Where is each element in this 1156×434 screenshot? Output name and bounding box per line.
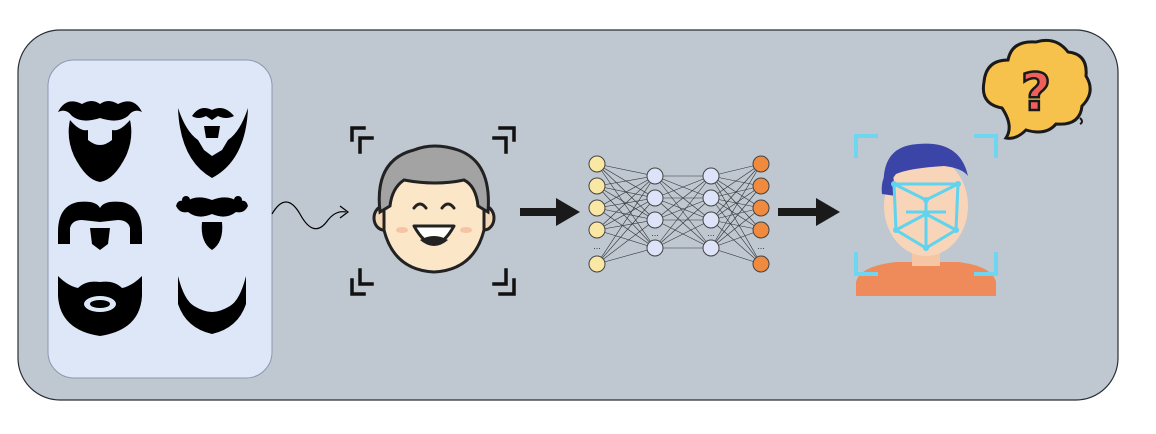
question-bubble-icon: ? [981,38,1092,140]
smiling-face-icon [372,144,496,274]
network-ellipsis: ... [757,242,765,251]
network-connection [596,207,656,249]
network-node [702,239,720,257]
arrow-right-icon [520,198,580,226]
network-node [646,189,664,207]
network-connection [710,163,762,221]
network-connection [710,185,762,249]
network-connection [710,247,762,265]
network-connection [596,163,656,177]
network-connection [654,197,712,249]
chin-strap-beard-icon [178,276,246,334]
network-connection [596,219,656,231]
network-node [646,167,664,185]
network-node [752,221,770,239]
network-connection [710,207,762,249]
network-connection [710,219,762,265]
network-connection [654,175,712,221]
network-connection [710,197,762,265]
network-connection [596,175,656,265]
network-connection [710,163,762,249]
network-node [588,155,606,173]
network-ellipsis: ... [651,229,659,238]
focus-brackets [350,126,516,296]
arrow-right-icon [778,198,840,226]
network-connection [596,175,656,187]
network-node [588,255,606,273]
network-connection [596,229,656,249]
network-node [588,199,606,217]
handlebar-mustache-soul-patch-icon [176,196,248,250]
network-connection [596,197,656,265]
network-connection [710,163,762,199]
network-connection [654,175,712,249]
face-recognition-icon [854,134,998,296]
network-connection [710,175,762,265]
goatee-mustache-icon [178,108,248,178]
network-connection [654,219,712,249]
network-node [752,155,770,173]
network-node [588,177,606,195]
network-connection [596,247,656,265]
horseshoe-mustache-icon [58,201,142,250]
scan-brackets [854,134,998,276]
network-connection [710,163,762,177]
network-node [646,239,664,257]
network-ellipsis: ... [707,229,715,238]
network-node [752,199,770,217]
network-connection [654,197,712,221]
network-connection [596,197,656,231]
full-beard-mustache-icon [58,101,142,182]
network-node [752,255,770,273]
network-node [702,167,720,185]
network-node [752,177,770,195]
network-connection [596,219,656,265]
neural-network-icon: ............ [588,155,770,273]
network-connection [710,207,762,221]
network-connections [596,163,762,265]
network-node [588,221,606,239]
wavy-arrow-icon [271,201,349,230]
network-connection [710,185,762,221]
network-ellipsis: ... [593,242,601,251]
network-connection [596,163,656,249]
network-node [646,211,664,229]
circle-beard-icon [58,276,142,336]
network-connection [596,175,656,231]
network-connection [654,175,712,199]
network-node [702,189,720,207]
network-connection [596,185,656,249]
network-connection [596,175,656,209]
network-node [702,211,720,229]
question-mark: ? [1021,63,1051,123]
network-connection [710,229,762,249]
